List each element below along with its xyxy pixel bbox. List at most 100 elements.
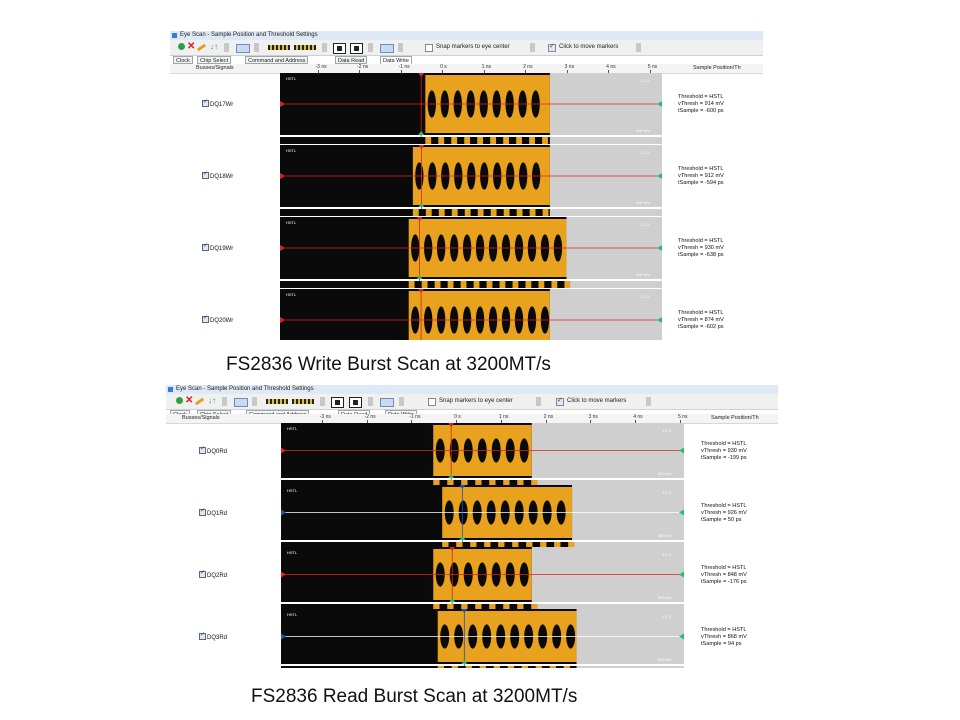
signal-row-label[interactable]: DQ17Wr [202, 98, 233, 108]
click-to-move-checkbox[interactable] [556, 396, 564, 406]
signal-row-label[interactable]: DQ3Rd [199, 631, 227, 641]
sample-info: Threshold = HSTL vThresh = 930 mV tSample … [701, 441, 747, 462]
signal-checkbox[interactable] [199, 507, 206, 516]
toolbar: ✕ ↓↑ Snap markers to eye center Click to… [170, 40, 763, 56]
snap-markers-checkbox[interactable] [428, 398, 436, 406]
bit-stripe [280, 137, 662, 144]
apply-icon[interactable] [176, 397, 183, 404]
edit-icon[interactable] [196, 43, 207, 52]
window-title: Eye Scan - Sample Position and Threshold… [176, 386, 314, 392]
signal-checkbox[interactable] [202, 242, 209, 251]
tsample-readout: tSample = -176 ps [701, 578, 747, 585]
signal-checkbox[interactable] [199, 569, 206, 578]
camera-icon[interactable] [380, 398, 394, 407]
bit-stripe [281, 666, 684, 668]
busses-signals-header: Busses/Signals [182, 415, 220, 421]
threshold-handle-left [280, 317, 285, 323]
hstl-label: HSTL [286, 76, 297, 81]
tab-data-read[interactable]: Data Read [335, 56, 368, 64]
tab-data-write[interactable]: Data Write [380, 56, 412, 64]
sample-handle-top [418, 145, 425, 149]
threshold-handle-right [657, 245, 662, 251]
pattern-alt-icon[interactable] [294, 45, 316, 50]
top-voltage-label: 1.2 V [640, 222, 650, 227]
signal-checkbox[interactable] [202, 170, 209, 179]
delete-icon[interactable]: ✕ [185, 395, 194, 406]
hstl-label: HSTL [286, 148, 297, 153]
sample-info: Threshold = HSTL vThresh = 912 mV tSample … [678, 166, 724, 187]
bottom-voltage-label: 600 mV [658, 471, 672, 476]
signal-row-label[interactable]: DQ1Rd [199, 507, 227, 517]
edit-icon[interactable] [194, 397, 205, 406]
sort-arrows-icon[interactable]: ↓↑ [208, 396, 216, 405]
signal-row-label[interactable]: DQ18Wr [202, 170, 233, 180]
sample-handle-bottom [459, 536, 466, 540]
sample-handle-top [418, 289, 425, 293]
tab-strip: Clock Chip Select Command and Address Da… [170, 56, 763, 64]
threshold-handle-left [281, 509, 286, 516]
tab-command-address[interactable]: Command and Address [245, 56, 309, 64]
top-voltage-label: 1.2 V [662, 490, 672, 495]
toolbar-separator [368, 397, 373, 406]
marker-alt-icon[interactable] [350, 43, 363, 54]
eye-plot-svg: HSTL 1.2 V 600 mV [281, 547, 684, 611]
ruler-tick: -3 ns [315, 64, 327, 73]
ruler-tick: -1 ns [409, 414, 421, 423]
threshold-handle-right [679, 509, 684, 516]
marker-alt-icon[interactable] [349, 397, 362, 408]
tsample-readout: tSample = -600 ps [678, 108, 724, 114]
ruler-tick: 1 ns [481, 64, 492, 73]
vthresh-readout: vThresh = 926 mV [701, 509, 747, 516]
click-to-move-label: Click to move markers [559, 44, 619, 50]
pattern-alt-icon[interactable] [292, 399, 314, 404]
pattern-icon[interactable] [268, 45, 290, 50]
tsample-readout: tSample = -602 ps [678, 324, 724, 330]
delete-icon[interactable]: ✕ [187, 41, 196, 52]
tab-chip-select[interactable]: Chip Select [197, 56, 232, 64]
marker-icon[interactable] [333, 43, 346, 54]
apply-icon[interactable] [178, 43, 185, 50]
toolbar-separator [646, 397, 651, 406]
tab-clock[interactable]: Clock [173, 56, 193, 64]
toolbar-separator [224, 43, 229, 52]
camera-icon[interactable] [380, 44, 394, 53]
signal-checkbox[interactable] [199, 445, 206, 454]
signal-checkbox[interactable] [202, 98, 209, 107]
marker-icon[interactable] [331, 397, 344, 408]
snap-markers-checkbox[interactable] [425, 44, 433, 52]
grid-icon[interactable] [234, 398, 248, 407]
click-to-move-checkbox[interactable] [548, 42, 556, 52]
threshold-readout: Threshold = HSTL [678, 310, 724, 316]
signal-row-label[interactable]: DQ0Rd [199, 445, 227, 455]
signal-row-label[interactable]: DQ19Wr [202, 242, 233, 252]
vthresh-readout: vThresh = 848 mV [701, 571, 747, 578]
sample-handle-top [418, 73, 425, 77]
signal-checkbox[interactable] [202, 314, 209, 323]
vthresh-readout: vThresh = 874 mV [678, 317, 724, 323]
bit-stripe [281, 480, 684, 487]
ruler-tick: 0 s [440, 64, 447, 73]
window-title: Eye Scan - Sample Position and Threshold… [180, 32, 318, 38]
toolbar-separator [368, 43, 373, 52]
grid-icon[interactable] [236, 44, 250, 53]
pattern-icon[interactable] [266, 399, 288, 404]
hstl-label: HSTL [286, 220, 297, 225]
click-to-move-label: Click to move markers [567, 398, 627, 404]
sort-arrows-icon[interactable]: ↓↑ [210, 42, 218, 51]
read-scan-window: Eye Scan - Sample Position and Threshold… [166, 385, 778, 668]
snap-markers-label: Snap markers to eye center [436, 44, 510, 50]
signal-row-label[interactable]: DQ20Wr [202, 314, 233, 324]
eye-pattern [408, 291, 550, 340]
threshold-handle-right [657, 317, 662, 323]
signal-checkbox[interactable] [199, 631, 206, 640]
signal-row-label[interactable]: DQ2Rd [199, 569, 227, 579]
sample-handle-bottom [418, 203, 425, 207]
